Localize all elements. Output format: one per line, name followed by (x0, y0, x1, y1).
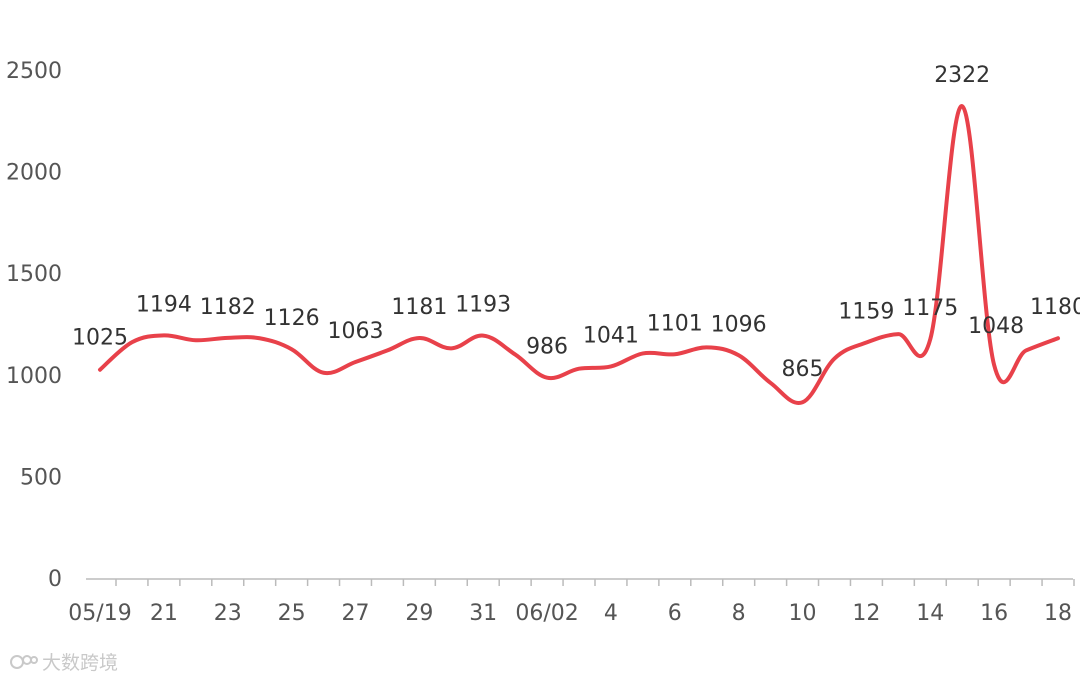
data-label: 865 (782, 357, 824, 382)
x-axis-ticks: 05/19 21 23 25 27 29 31 06/02 4 6 8 10 12 14 16 18 (68, 579, 1075, 626)
data-label: 1180 (1030, 295, 1080, 320)
data-label: 1175 (902, 296, 958, 321)
data-label: 1025 (72, 326, 128, 351)
data-label: 1181 (391, 295, 447, 320)
x-tick-label: 05/19 (68, 601, 131, 626)
y-tick-label: 1000 (6, 364, 62, 389)
data-label: 1063 (327, 319, 383, 344)
data-label: 1126 (264, 306, 320, 331)
watermark: 大数跨境 (10, 648, 118, 675)
x-tick-label: 8 (732, 601, 746, 626)
y-axis-ticks: 0 500 1000 1500 2000 2500 (6, 59, 62, 592)
data-label: 1159 (838, 299, 894, 324)
data-label: 1096 (711, 312, 767, 337)
x-tick-label: 6 (668, 601, 682, 626)
x-tick-label: 14 (916, 601, 944, 626)
x-tick-label: 10 (789, 601, 817, 626)
data-label: 1182 (200, 295, 256, 320)
x-tick-label: 29 (405, 601, 433, 626)
data-label: 1048 (968, 314, 1024, 339)
x-tick-label: 21 (150, 601, 178, 626)
y-tick-label: 500 (20, 465, 62, 490)
series-line (98, 104, 1060, 405)
y-tick-label: 2000 (6, 161, 62, 186)
x-tick-label: 27 (341, 601, 369, 626)
data-label: 1041 (583, 323, 639, 348)
x-tick-label: 4 (604, 601, 618, 626)
x-tick-label: 25 (278, 601, 306, 626)
x-tick-label: 18 (1044, 601, 1072, 626)
data-label: 1193 (455, 293, 511, 318)
data-labels: 1025 1194 1182 1126 1063 1181 1193 986 1041 1101 1… (72, 63, 1080, 382)
data-label: 1194 (136, 292, 192, 317)
data-label: 986 (526, 335, 568, 360)
x-tick-label: 16 (980, 601, 1008, 626)
y-tick-label: 0 (48, 567, 62, 592)
watermark-text: 大数跨境 (42, 652, 119, 674)
data-label: 1101 (647, 311, 703, 336)
x-tick-label: 31 (469, 601, 497, 626)
x-tick-label: 12 (852, 601, 880, 626)
logo-icon (10, 654, 38, 669)
x-tick-label: 06/02 (515, 601, 578, 626)
data-label: 2322 (934, 63, 990, 88)
x-tick-label: 23 (214, 601, 242, 626)
y-tick-label: 1500 (6, 262, 62, 287)
y-tick-label: 2500 (6, 59, 62, 84)
